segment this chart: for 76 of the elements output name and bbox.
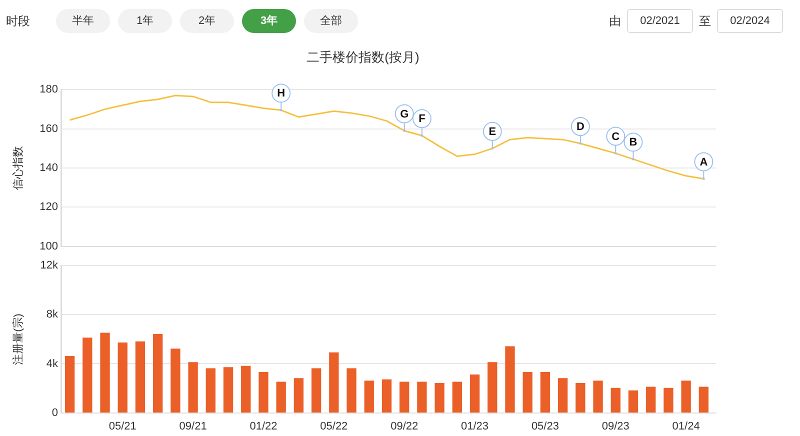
x-tick-label: 09/23 xyxy=(602,420,630,432)
x-tick-label: 01/24 xyxy=(672,420,700,432)
annotation: B xyxy=(629,136,638,149)
bar xyxy=(118,342,128,413)
bar xyxy=(188,362,198,413)
bar xyxy=(294,378,304,413)
bar xyxy=(206,368,216,413)
x-tick-label: 09/22 xyxy=(390,420,418,432)
bar xyxy=(364,380,374,413)
bar xyxy=(488,362,498,413)
text: 时段 xyxy=(6,12,31,30)
y-tick-label: 160 xyxy=(40,122,58,135)
bar xyxy=(82,338,92,413)
bar xyxy=(576,383,586,413)
bar xyxy=(646,386,656,413)
bar xyxy=(417,382,427,413)
y-axis-title: 注册量(宗) xyxy=(12,314,25,365)
y-tick-label: 4k xyxy=(46,358,58,370)
bar xyxy=(100,332,110,413)
text: 2年 xyxy=(180,9,234,33)
bar xyxy=(311,368,322,413)
bar xyxy=(593,380,603,413)
bar xyxy=(241,366,251,413)
x-tick-label: 05/23 xyxy=(531,420,559,432)
bar xyxy=(558,378,568,413)
bar xyxy=(329,352,339,413)
text: 全部 xyxy=(304,9,358,33)
y-tick-label: 180 xyxy=(40,84,58,96)
annotation: D xyxy=(576,121,584,134)
y-axis-title: 信心指数 xyxy=(12,146,25,190)
annotation: A xyxy=(700,156,708,168)
annotation: E xyxy=(488,126,496,138)
bar xyxy=(452,382,462,413)
bar xyxy=(664,388,674,413)
bar xyxy=(135,341,146,413)
x-tick-label: 05/21 xyxy=(108,420,136,432)
y-tick-label: 0 xyxy=(52,406,58,419)
bar xyxy=(400,382,410,413)
annotation: H xyxy=(277,88,286,100)
bar xyxy=(540,372,550,413)
annotation: F xyxy=(418,113,426,126)
bar xyxy=(434,383,444,413)
bar xyxy=(170,348,180,413)
bar xyxy=(153,334,163,413)
text: 3年 xyxy=(242,9,296,33)
x-tick-label: 09/21 xyxy=(179,420,207,432)
bar xyxy=(276,382,286,413)
y-tick-label: 120 xyxy=(40,201,58,214)
y-tick-label: 8k xyxy=(46,308,58,321)
text: 半年 xyxy=(56,9,110,33)
bar xyxy=(346,368,356,413)
text: 02/2021 xyxy=(627,9,693,33)
x-tick-label: 01/23 xyxy=(461,420,489,432)
bar xyxy=(628,390,638,413)
text: 1年 xyxy=(118,9,172,33)
bar xyxy=(258,372,268,413)
annotation: C xyxy=(612,130,620,143)
text: 至 xyxy=(699,12,711,30)
bar xyxy=(681,380,691,413)
annotation: G xyxy=(400,108,409,120)
y-tick-label: 140 xyxy=(40,162,58,174)
bar xyxy=(382,379,392,413)
x-tick-label: 01/22 xyxy=(250,420,278,432)
bar xyxy=(64,356,75,413)
y-tick-label: 12k xyxy=(40,260,58,272)
y-tick-label: 100 xyxy=(40,240,58,252)
bar xyxy=(505,346,515,413)
chart-title: 二手楼价指数(按月) xyxy=(306,49,420,64)
text: 由 xyxy=(609,12,621,30)
bar xyxy=(522,372,532,413)
x-tick-label: 05/22 xyxy=(320,420,348,432)
bar xyxy=(223,367,234,413)
bar xyxy=(470,374,480,413)
text: 02/2024 xyxy=(717,9,783,33)
bar xyxy=(610,388,620,413)
bar xyxy=(698,386,709,413)
